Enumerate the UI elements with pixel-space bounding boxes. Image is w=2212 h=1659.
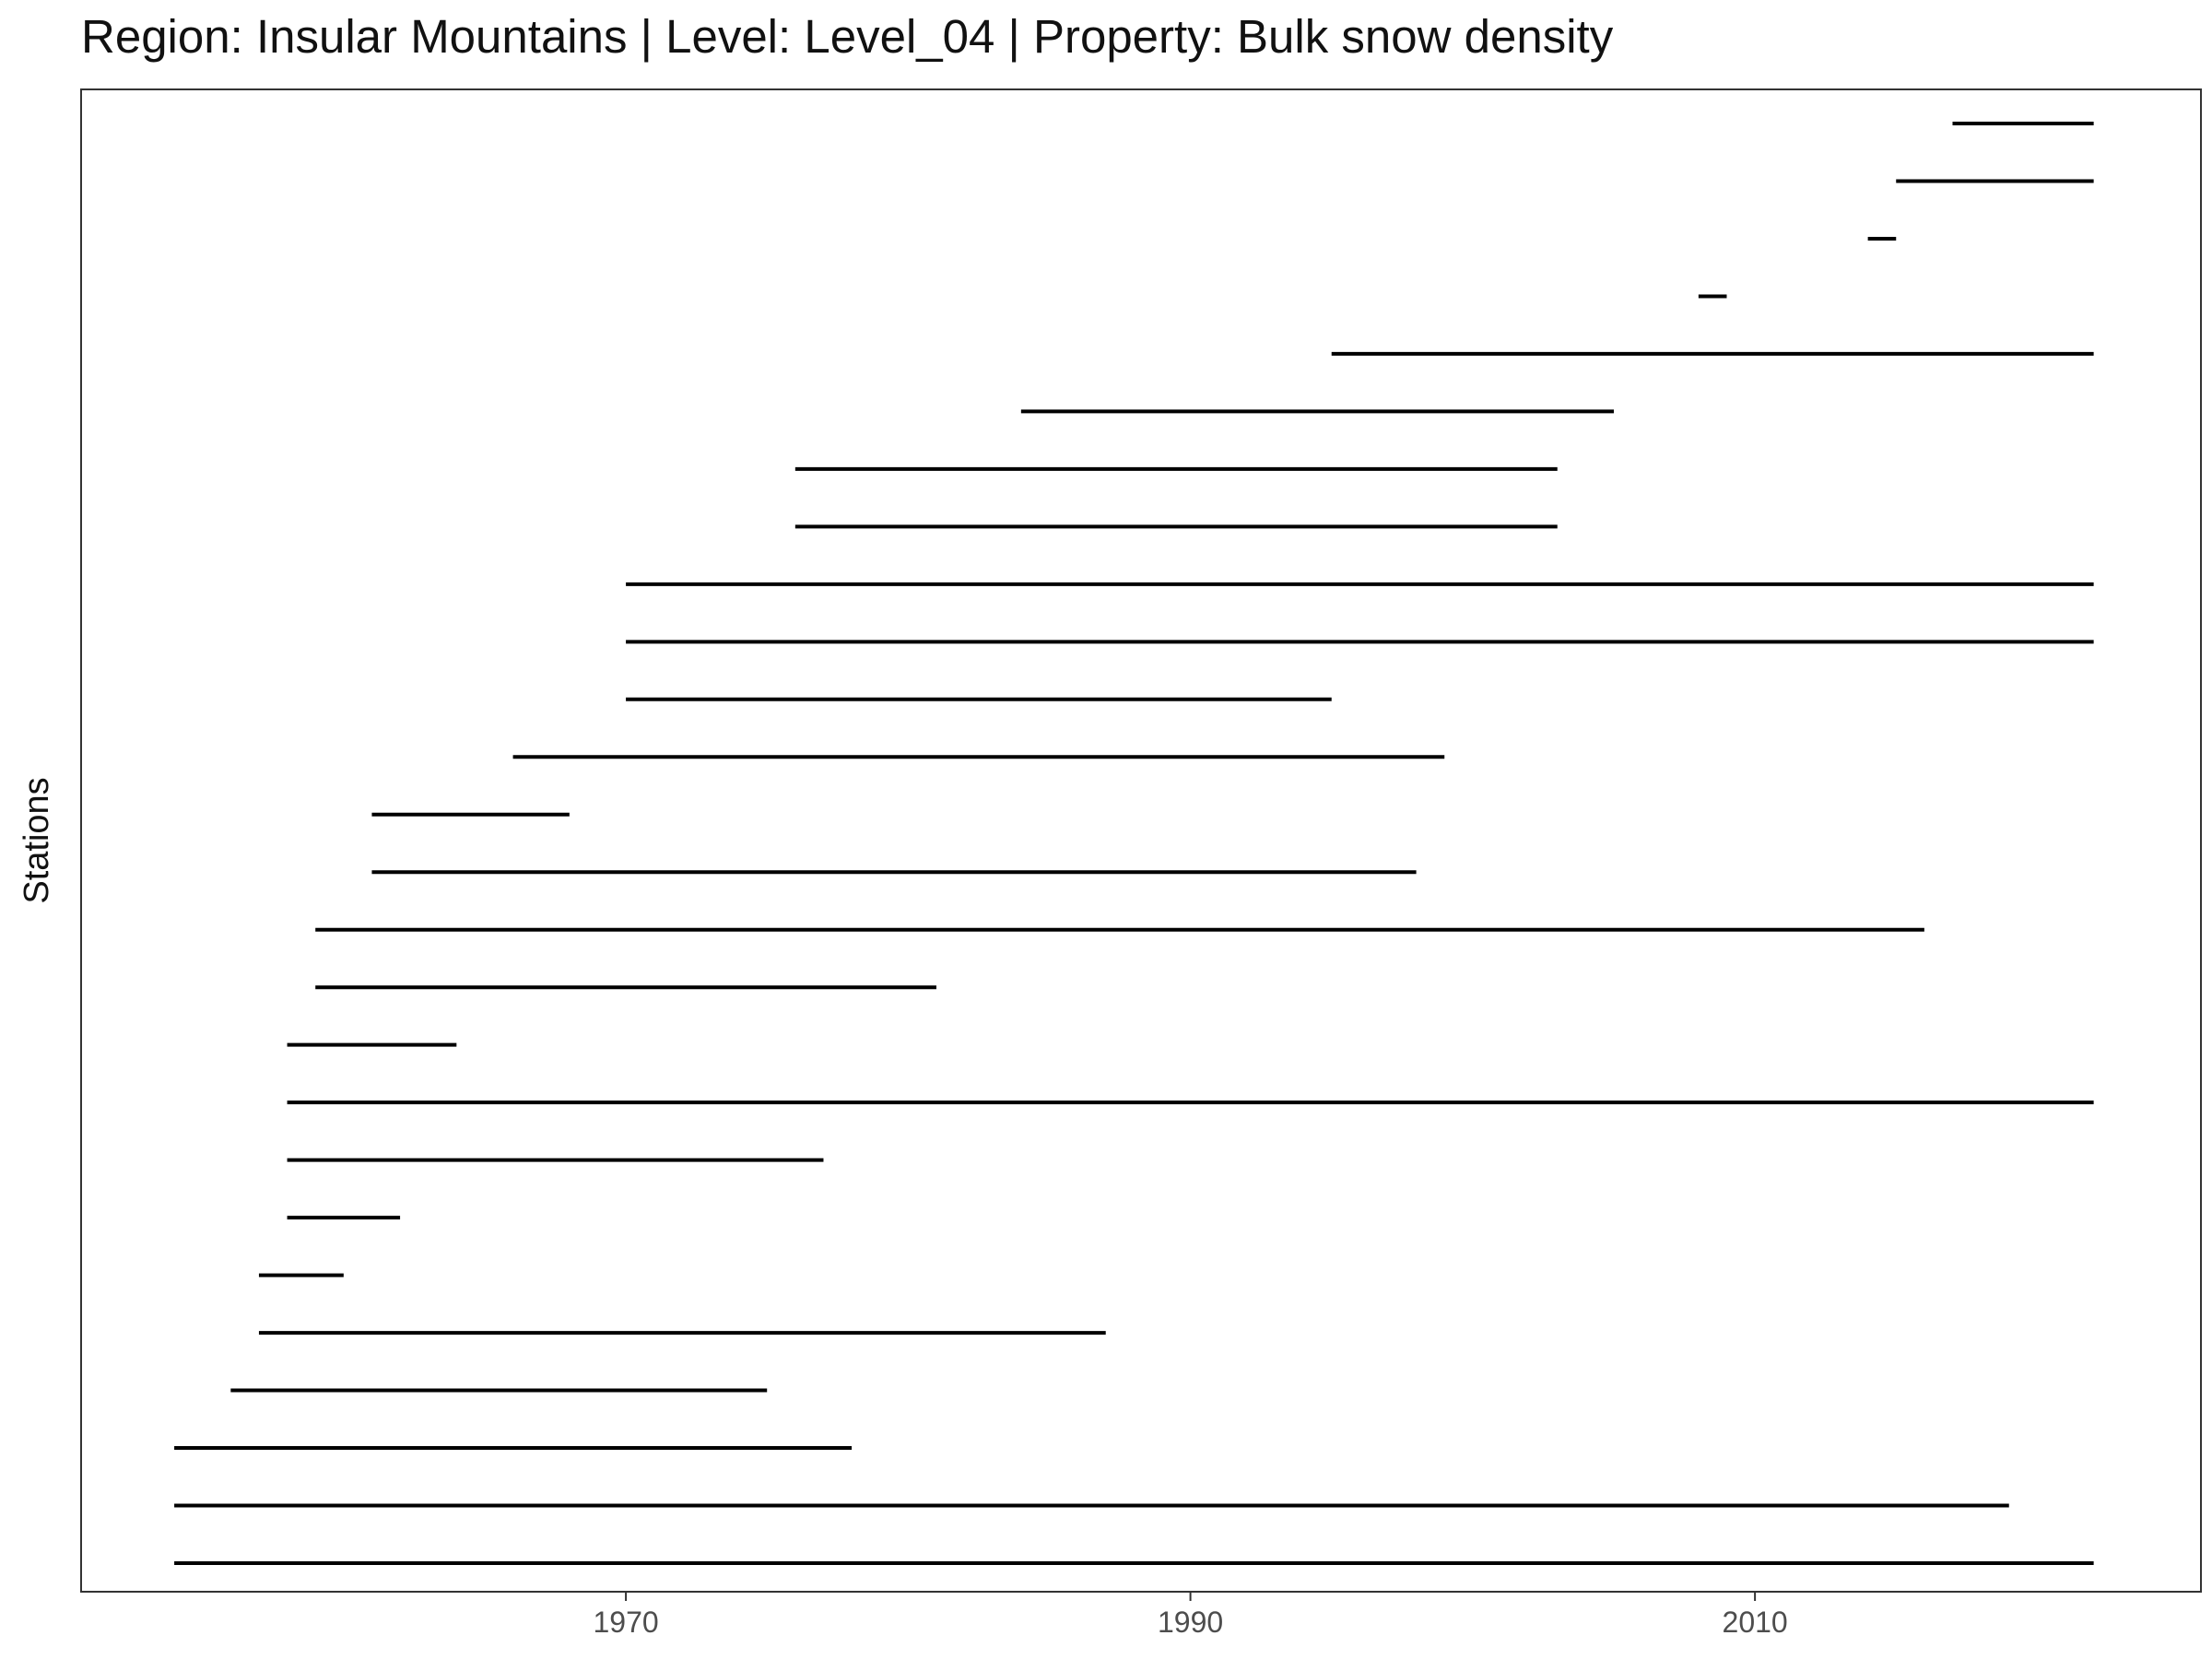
x-tick-label: 2010 — [1723, 1606, 1788, 1639]
plot-panel — [80, 88, 2202, 1593]
x-tick-label: 1990 — [1158, 1606, 1223, 1639]
y-axis-title: Stations — [18, 777, 56, 903]
x-tick-label: 1970 — [593, 1606, 658, 1639]
chart-title: Region: Insular Mountains | Level: Level… — [81, 10, 1614, 63]
station-segments — [174, 122, 2094, 1565]
x-axis: 1970 1990 2010 — [593, 1592, 1788, 1639]
